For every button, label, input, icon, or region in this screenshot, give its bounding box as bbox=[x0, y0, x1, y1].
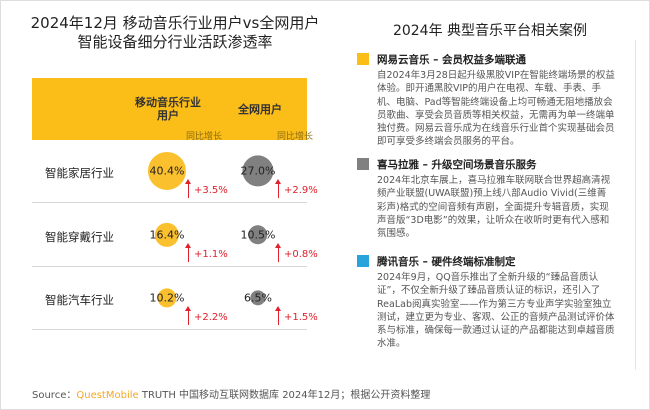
source-note: Source：QuestMobile TRUTH 中国移动互联网数据库 2024… bbox=[32, 390, 431, 401]
brand: QuestMobile bbox=[76, 390, 139, 401]
yoy-label: 同比增长 bbox=[186, 132, 223, 142]
music-value: 10.2% bbox=[149, 291, 185, 305]
music-growth: +1.1% bbox=[194, 248, 228, 260]
music-growth: +3.5% bbox=[194, 185, 228, 196]
color-square-icon bbox=[357, 53, 369, 65]
divider bbox=[635, 40, 636, 370]
color-square-icon bbox=[357, 255, 369, 267]
all-growth: +1.5% bbox=[284, 312, 318, 323]
case-body: 2024年北京车展上，喜马拉雅车联网联合世界超高清视频产业联盟(UWA联盟)预上… bbox=[377, 175, 611, 240]
all-value: 10.5% bbox=[240, 228, 276, 241]
col-all-users: 全网用户 bbox=[238, 103, 282, 116]
music-value: 16.4% bbox=[149, 228, 185, 241]
color-square-icon bbox=[357, 158, 369, 170]
chart-title: 2024年12月 移动音乐行业用户vs全网用户 智能设备细分行业活跃渗透率 bbox=[30, 14, 320, 51]
music-growth: +2.2% bbox=[194, 312, 228, 323]
arrow-up-icon bbox=[185, 179, 191, 198]
yoy-label: 同比增长 bbox=[277, 132, 314, 142]
table-row: 智能穿戴行业 16.4% +1.1% 10.5% +0.8% bbox=[32, 204, 318, 267]
all-value: 27.0% bbox=[240, 164, 276, 178]
music-bubble bbox=[154, 222, 180, 247]
row-label: 智能汽车行业 bbox=[45, 293, 114, 307]
arrow-up-icon bbox=[185, 242, 191, 262]
case-title: 喜马拉雅 – 升级空间场景音乐服务 bbox=[377, 159, 537, 171]
row-label: 智能穿戴行业 bbox=[45, 229, 114, 244]
case-body: 2024年9月，QQ音乐推出了全新升级的“臻品音质认证”，不仅全新升级了臻品音质… bbox=[377, 272, 615, 350]
case-body: 自2024年3月28日起升级黑胶VIP在智能终端场景的权益体验。即开通黑胶VIP… bbox=[377, 70, 615, 148]
table-row: 智能家居行业 40.4% +3.5% 27.0% +2.9% bbox=[32, 140, 318, 203]
music-bubble bbox=[147, 151, 187, 191]
all-value: 6.5% bbox=[244, 291, 272, 305]
all-bubble bbox=[250, 290, 266, 306]
arrow-up-icon bbox=[275, 179, 281, 198]
all-bubble bbox=[242, 155, 274, 187]
arrow-up-icon bbox=[185, 306, 191, 325]
music-bubble bbox=[157, 288, 177, 308]
music-value: 40.4% bbox=[149, 164, 185, 178]
col-music-users: 移动音乐行业用户 bbox=[135, 96, 201, 122]
cases-title: 2024年 典型音乐平台相关案例 bbox=[392, 23, 588, 39]
all-growth: +0.8% bbox=[284, 248, 318, 260]
case-title: 腾讯音乐 – 硬件终端标准制定 bbox=[377, 256, 516, 268]
table-row: 智能汽车行业 10.2% +2.2% 6.5% +1.5% bbox=[32, 267, 318, 330]
table-header bbox=[32, 78, 307, 140]
arrow-up-icon bbox=[275, 242, 281, 262]
case-title: 网易云音乐 – 会员权益多端联通 bbox=[377, 54, 527, 66]
all-growth: +2.9% bbox=[284, 185, 318, 196]
all-bubble bbox=[248, 224, 268, 245]
arrow-up-icon bbox=[275, 306, 281, 325]
row-label: 智能家居行业 bbox=[45, 166, 114, 180]
